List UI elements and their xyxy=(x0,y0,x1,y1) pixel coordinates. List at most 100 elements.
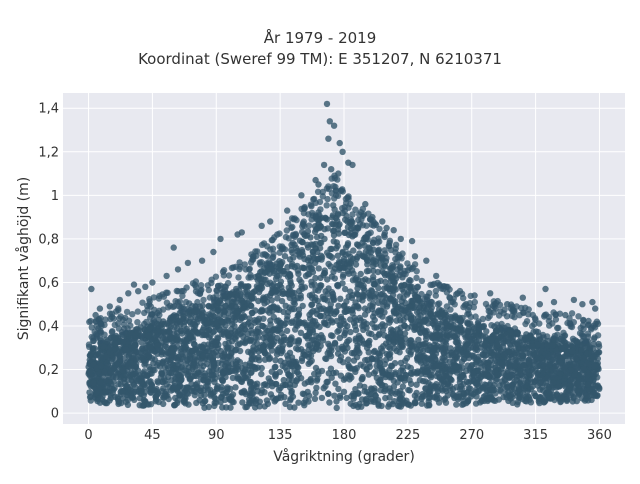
scatter-point xyxy=(385,352,392,359)
scatter-point xyxy=(219,377,226,385)
scatter-point xyxy=(191,281,199,288)
scatter-point xyxy=(160,318,167,325)
scatter-point xyxy=(256,403,263,410)
scatter-point xyxy=(91,345,98,352)
scatter-point xyxy=(416,377,424,384)
scatter-point xyxy=(334,252,342,259)
scatter-point xyxy=(375,246,383,253)
scatter-point xyxy=(332,183,339,191)
scatter-point xyxy=(128,377,135,384)
scatter-point xyxy=(472,389,479,396)
scatter-point xyxy=(475,318,482,325)
scatter-point xyxy=(182,343,189,350)
scatter-point xyxy=(514,401,521,408)
scatter-point xyxy=(401,330,409,337)
scatter-point xyxy=(397,263,404,270)
scatter-point xyxy=(326,118,333,125)
scatter-point xyxy=(197,287,204,295)
scatter-point xyxy=(526,358,533,365)
scatter-point xyxy=(139,299,146,306)
scatter-point xyxy=(462,343,469,350)
scatter-point xyxy=(452,338,460,346)
scatter-series xyxy=(85,100,603,412)
scatter-point xyxy=(101,368,108,376)
scatter-point xyxy=(454,290,461,297)
scatter-point xyxy=(277,278,285,285)
scatter-point xyxy=(411,392,419,399)
scatter-point xyxy=(294,346,302,353)
scatter-point xyxy=(97,379,105,386)
scatter-point xyxy=(246,265,253,272)
scatter-point xyxy=(396,349,403,356)
scatter-point xyxy=(183,284,190,291)
scatter-point xyxy=(265,259,273,266)
scatter-point xyxy=(278,297,286,305)
scatter-point xyxy=(331,175,338,182)
scatter-point xyxy=(197,384,205,391)
scatter-point xyxy=(384,300,391,308)
scatter-point xyxy=(349,307,356,314)
scatter-point xyxy=(88,324,95,331)
scatter-point xyxy=(314,188,322,195)
scatter-point xyxy=(349,161,356,169)
scatter-point xyxy=(575,313,582,320)
scatter-point xyxy=(427,383,434,391)
scatter-point xyxy=(517,370,525,378)
scatter-point xyxy=(342,327,349,334)
scatter-point xyxy=(200,377,208,384)
scatter-point xyxy=(172,401,179,408)
y-tick-label: 1,2 xyxy=(38,145,59,160)
scatter-point xyxy=(483,351,490,359)
scatter-point xyxy=(283,336,290,344)
scatter-point xyxy=(285,308,292,316)
scatter-point xyxy=(213,399,220,406)
scatter-point xyxy=(453,401,460,408)
scatter-point xyxy=(138,378,145,385)
scatter-point xyxy=(268,297,275,304)
scatter-point xyxy=(330,369,337,377)
scatter-point xyxy=(420,304,427,312)
scatter-point xyxy=(401,307,408,315)
scatter-point xyxy=(115,380,122,388)
scatter-point xyxy=(272,275,280,283)
scatter-point xyxy=(330,268,337,275)
scatter-point xyxy=(382,263,389,270)
scatter-point xyxy=(238,280,245,288)
scatter-point xyxy=(295,270,302,277)
scatter-point xyxy=(294,376,301,383)
scatter-point xyxy=(311,370,318,378)
scatter-point xyxy=(406,264,413,271)
scatter-point xyxy=(179,292,186,299)
scatter-point xyxy=(336,221,343,228)
scatter-point xyxy=(267,317,274,324)
scatter-point xyxy=(508,382,515,389)
scatter-point xyxy=(306,392,313,399)
scatter-point xyxy=(165,304,172,311)
scatter-point xyxy=(348,267,356,274)
scatter-point xyxy=(318,367,326,375)
scatter-point xyxy=(375,401,382,408)
scatter-point xyxy=(106,348,114,356)
scatter-point xyxy=(311,323,318,330)
scatter-point xyxy=(355,335,362,342)
scatter-point xyxy=(287,384,294,391)
scatter-point xyxy=(215,282,222,289)
scatter-point xyxy=(340,388,348,395)
scatter-point xyxy=(206,352,214,359)
scatter-point xyxy=(287,340,294,348)
scatter-point xyxy=(345,356,352,363)
scatter-point xyxy=(569,335,577,342)
scatter-point xyxy=(88,333,95,341)
scatter-point xyxy=(498,320,505,328)
scatter-point xyxy=(567,376,574,384)
scatter-point xyxy=(411,261,419,268)
scatter-point xyxy=(306,359,314,366)
scatter-point xyxy=(390,383,398,390)
scatter-point xyxy=(251,364,259,371)
scatter-point xyxy=(235,328,242,335)
scatter-point xyxy=(474,356,481,363)
scatter-point xyxy=(562,311,569,319)
scatter-point xyxy=(330,122,338,129)
scatter-point xyxy=(398,375,405,382)
scatter-point xyxy=(121,325,128,332)
